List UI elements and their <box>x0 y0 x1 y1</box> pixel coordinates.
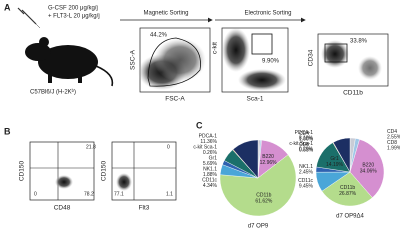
slice-label: c-kit Sca-1 <box>193 144 217 150</box>
gate <box>147 37 201 87</box>
slice-label: Gr1 <box>330 156 339 162</box>
value-label: 2.55% <box>387 134 400 140</box>
slice-label: B220 <box>262 154 274 160</box>
slice-label: Gr1 <box>209 155 218 161</box>
gate-value: 33.8% <box>350 39 368 45</box>
value-label: 5.69% <box>203 161 218 167</box>
y-axis-label: CD150 <box>19 160 26 181</box>
pie-slice <box>232 139 259 179</box>
pie-slice <box>333 137 351 173</box>
slice-label: CD4 <box>387 129 397 135</box>
quadrant-value: 0 <box>34 191 37 197</box>
value-label: 12.96% <box>260 160 278 166</box>
treatment: + FLT3-L 20 μg/kg/j <box>48 14 100 20</box>
panel-label: C <box>196 120 203 130</box>
panel-label: A <box>4 2 11 12</box>
mouse-strain: C57Bl6/J (H-2Kᵇ) <box>30 89 76 96</box>
treatment: G-CSF 200 μg/kg/j <box>48 6 98 12</box>
pie-slice <box>321 171 373 207</box>
value-label: 11.36% <box>200 139 217 145</box>
slice-label: PDCA-1 <box>199 133 218 139</box>
value-label: 61.62% <box>255 198 273 204</box>
slice-label: PDCA-1 <box>295 130 314 136</box>
quadrant-value: 21.8 <box>86 144 96 150</box>
quadrant-value: 77.1 <box>114 191 124 197</box>
x-axis-label: FSC-A <box>165 96 185 103</box>
slice-label: CD11c <box>202 177 217 183</box>
dot-cloud <box>238 69 286 91</box>
plot-frame <box>29 141 95 201</box>
dot-cloud <box>154 38 206 82</box>
value-label: 8.18% <box>299 136 314 142</box>
figure: A G-CSF 200 μg/kg/j + FLT3-L 20 μg/kg/j … <box>4 2 400 230</box>
dot-cloud <box>358 56 382 80</box>
value-label: 0.53% <box>299 147 314 153</box>
x-axis-label: CD48 <box>54 205 71 212</box>
panel-label: B <box>4 126 11 136</box>
step-label: Electronic Sorting <box>244 11 291 17</box>
dot-cloud <box>116 173 132 191</box>
y-axis-label: c-kit <box>212 42 219 54</box>
dot-cloud <box>321 40 349 68</box>
value-label: 26.87% <box>339 191 357 197</box>
gate <box>251 33 273 55</box>
value-label: 0.26% <box>299 147 314 153</box>
slice-label: CD4 <box>299 131 309 137</box>
y-axis-label: CD150 <box>101 160 108 181</box>
value-label: 2.45% <box>299 170 314 176</box>
gate <box>324 43 348 63</box>
value-label: 4.34% <box>203 183 218 189</box>
gate-value: 9.90% <box>262 59 280 65</box>
slice-label: CD8 <box>387 140 397 146</box>
dot-cloud <box>222 28 250 72</box>
step-label: Magnetic Sorting <box>143 11 188 17</box>
x-axis-label: Sca-1 <box>247 96 264 103</box>
chart-title: d7 OP9 <box>248 224 269 230</box>
slice-label: CD11b <box>340 185 355 191</box>
slice-label: CD11c <box>298 178 313 184</box>
quadrant-value: 0 <box>167 144 170 150</box>
slice-label: CD8 <box>299 142 309 148</box>
value-label: 0.26% <box>203 150 218 156</box>
slice-label: B220 <box>362 162 374 168</box>
value-label: 14.19% <box>326 162 344 168</box>
y-axis-label: SSC-A <box>130 49 137 70</box>
slice-label: NK1.1 <box>203 166 217 172</box>
slice-label: CD11b <box>256 192 271 198</box>
mouse-icon <box>25 37 114 87</box>
syringe <box>17 7 41 29</box>
x-axis-label: CD11b <box>343 90 363 97</box>
y-axis-label: CD34 <box>308 49 315 66</box>
value-label: 1.99% <box>387 145 400 151</box>
quadrant-value: 78.2 <box>84 191 94 197</box>
value-label: 1.88% <box>203 172 218 178</box>
value-label: 34.06% <box>360 168 378 174</box>
x-axis-label: Flt3 <box>139 205 150 212</box>
quadrant-value: 1.1 <box>166 191 173 197</box>
slice-label: NK1.1 <box>299 164 313 170</box>
pie-slice <box>219 154 297 217</box>
slice-label: c-kit Sca-1 <box>289 141 313 147</box>
chart-title: d7 OP9Δ4 <box>336 214 364 220</box>
dot-cloud <box>55 175 73 189</box>
value-label: 9.45% <box>299 184 314 190</box>
value-label: 1.00% <box>299 136 314 142</box>
pie-slice <box>349 139 385 198</box>
gate-value: 44.2% <box>150 33 168 39</box>
